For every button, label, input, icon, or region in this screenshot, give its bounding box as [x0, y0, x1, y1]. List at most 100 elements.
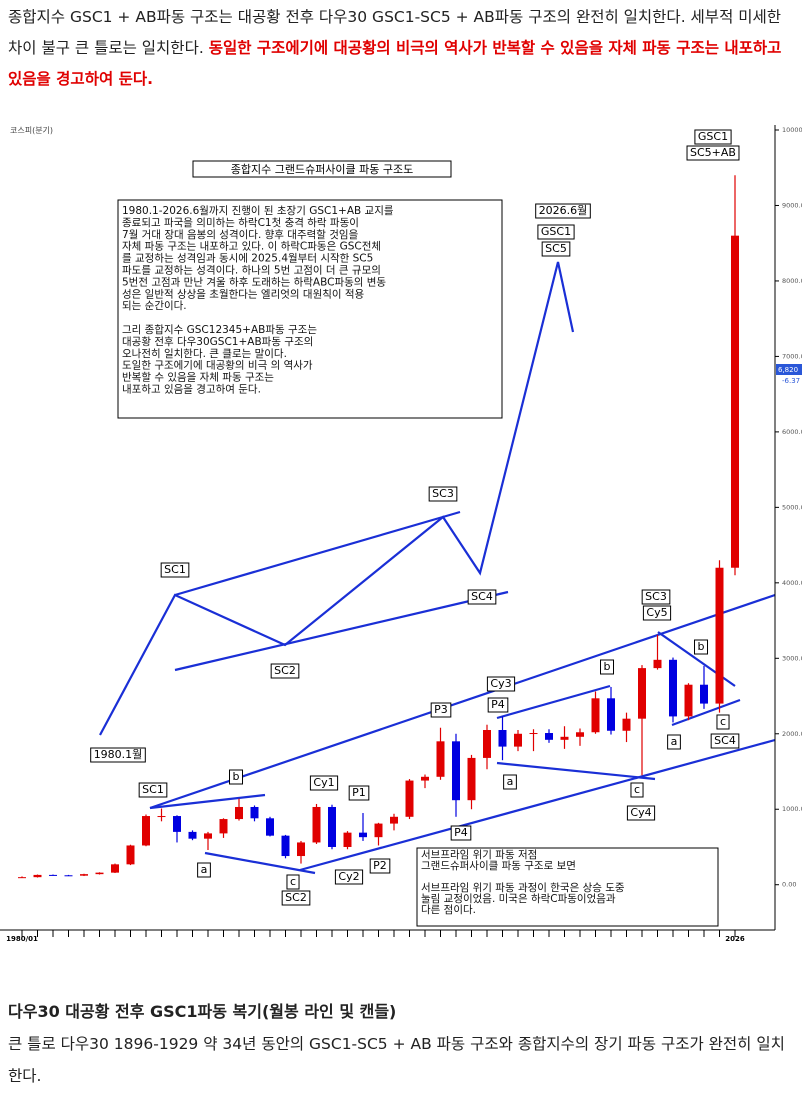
wave-label: b — [694, 639, 709, 655]
y-tick-label: 0.00 — [782, 881, 796, 889]
candle-body — [266, 818, 274, 836]
wave-label-box — [229, 769, 244, 785]
candle-body — [576, 732, 584, 737]
note-text: 종료되고 파국을 의미하는 하락C1첫 충격 하락 파동이 — [122, 216, 359, 229]
note-text: 를 교정하는 성격임과 동시에 2025.4월부터 시작한 SC5 — [122, 252, 373, 265]
candle-body — [297, 842, 305, 857]
trend-line — [204, 851, 316, 875]
chart: 코스피(분기) 종합지수 그랜드슈퍼사이클 파동 구조도 1980.1-2026… — [0, 125, 802, 943]
candle-body — [390, 816, 398, 824]
wave-label-text: GSC1 — [698, 130, 728, 143]
wave-label-text: P1 — [352, 786, 366, 799]
y-tick-label: 10000.0 — [782, 126, 802, 134]
wave-label: c — [630, 782, 644, 798]
wave-label-text: SC4 — [714, 734, 736, 747]
wave-label: a — [667, 734, 681, 750]
wave-label-text: SC4 — [471, 590, 493, 603]
note-text: 1980.1-2026.6월까지 진행이 된 초장기 GSC1+AB 교지를 — [122, 205, 394, 217]
wave-label-box — [160, 562, 190, 578]
candle-body — [343, 832, 352, 847]
trend-line — [496, 761, 656, 781]
intro: 종합지수 GSC1 + AB파동 구조는 대공황 전후 다우30 GSC1-SC… — [8, 2, 798, 95]
wave-label: SC5 — [541, 241, 571, 257]
candle-body — [684, 684, 693, 717]
wave-label: SC4 — [467, 589, 497, 605]
y-tick-label: 5000.0 — [782, 503, 802, 511]
candle-body — [560, 736, 569, 740]
wave-label-box — [281, 890, 311, 906]
note-text: 대공황 전후 다우30GSC1+AB파동 구조의 — [122, 336, 313, 348]
candle-body — [204, 833, 212, 839]
wave-label-text: SC1 — [142, 783, 164, 796]
trend-line — [671, 698, 741, 727]
wave-label: P3 — [430, 702, 452, 718]
trend-line — [149, 593, 776, 810]
note-text: 자체 파동 구조는 내포하고 있다. 이 하락C파동은 GSC전체 — [122, 240, 381, 253]
wave-label-text: SC3 — [432, 487, 454, 500]
wave-label-box — [487, 697, 509, 713]
wave-label-box — [535, 203, 591, 219]
chart-source: 코스피(분기) — [10, 126, 53, 135]
candle-body — [18, 877, 26, 879]
wave-label-box — [428, 486, 458, 502]
section-text: 큰 틀로 다우30 1896-1929 약 34년 동안의 GSC1-SC5 +… — [8, 1035, 785, 1085]
candle-body — [591, 698, 600, 733]
wave-label-text: Cy2 — [338, 870, 359, 883]
wave-label-text: Cy5 — [646, 606, 667, 619]
note-text: 5번전 고점과 만난 겨울 하후 도래하는 하락ABC파동의 변동 — [122, 275, 386, 288]
candle-body — [111, 864, 119, 873]
wave-label: SC1 — [138, 782, 168, 798]
note-text: 오나전히 일치한다. 큰 클로는 말이다. — [122, 347, 287, 360]
wave-label: GSC1 — [537, 224, 575, 240]
wave-label-text: a — [671, 735, 678, 748]
candle-body — [622, 718, 631, 731]
candle-body — [359, 832, 367, 838]
trend-line — [149, 793, 266, 810]
note-text: 서브프라임 위기 파동 과정이 한국은 상승 도중 — [421, 881, 625, 894]
price-change: -6.37 — [782, 377, 800, 385]
candle-body — [700, 684, 708, 704]
wave-label-text: 1980.1월 — [94, 748, 143, 761]
note-text: 반복할 수 있음을 자체 파동 구조는 — [122, 372, 274, 384]
y-tick-label: 7000.0 — [782, 352, 802, 360]
candle-body — [95, 872, 104, 875]
wave-label-text: GSC1 — [541, 225, 571, 238]
wave-label: SC5+AB — [686, 145, 740, 161]
x-tick-label: 2026 — [725, 935, 745, 943]
wave-label-box — [138, 782, 168, 798]
wave-label-text: b — [604, 660, 611, 673]
candle-body — [638, 668, 646, 719]
wave-label-box — [686, 145, 740, 161]
wave-label-box — [430, 702, 452, 718]
note-text: 도일한 구조에기에 대공황의 비극 의 역사가 — [122, 359, 313, 372]
wave-label-text: P4 — [491, 698, 505, 711]
wave-label-box — [716, 714, 730, 730]
candle-body — [281, 835, 290, 857]
wave-label-text: SC2 — [274, 664, 296, 677]
candle-body — [157, 816, 166, 818]
wave-label: Cy4 — [626, 805, 656, 821]
wave-label-box — [710, 733, 740, 749]
wave-label: P1 — [348, 785, 370, 801]
note-text: 내포하고 있음을 경고하여 둔다. — [122, 383, 261, 396]
wave-label: SC3 — [428, 486, 458, 502]
candle-body — [49, 874, 57, 876]
wave-label-box — [467, 589, 497, 605]
wave-label: GSC1 — [694, 129, 732, 145]
note-text: 다른 점이다. — [421, 904, 476, 916]
x-tick-label: 1980/01 — [6, 935, 38, 943]
wave-label: c — [286, 874, 300, 890]
wave-label-text: Cy4 — [630, 806, 651, 819]
candle-body — [312, 806, 321, 843]
candle-body — [188, 831, 197, 839]
chart-title-box — [192, 160, 452, 178]
wave-label: SC2 — [281, 890, 311, 906]
trend-line — [174, 510, 461, 597]
candle-body — [328, 806, 336, 847]
wave-label: Cy1 — [309, 775, 339, 791]
trend-line — [174, 590, 509, 672]
candle-body — [421, 776, 429, 781]
wave-label-text: P2 — [373, 859, 387, 872]
wave-label: a — [503, 774, 517, 790]
candle-body — [669, 659, 677, 717]
